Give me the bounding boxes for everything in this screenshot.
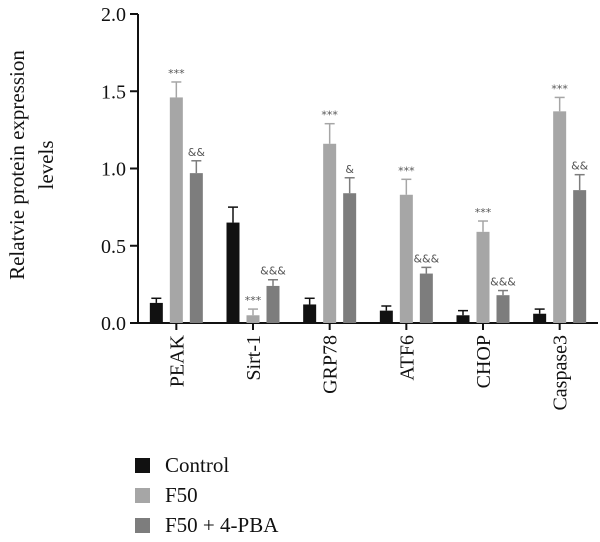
bar-1-1 bbox=[246, 315, 260, 323]
x-tick-label-5: Caspase3 bbox=[550, 335, 572, 411]
legend-label-0: Control bbox=[165, 452, 230, 477]
labels: 0.00.51.01.52.0PEAK***&&Sirt-1***&&&GRP7… bbox=[101, 4, 589, 411]
legend-label-1: F50 bbox=[165, 482, 198, 507]
bar-2-1 bbox=[266, 285, 280, 323]
sig-label-1-5: *** bbox=[551, 82, 568, 95]
x-tick-label-1: Sirt-1 bbox=[243, 335, 265, 381]
legend-label-2: F50 + 4-PBA bbox=[165, 512, 279, 537]
x-tick-label-2: GRP78 bbox=[320, 335, 342, 394]
bar-2-0 bbox=[189, 173, 203, 323]
y-axis-title: Relatvie protein expression levels bbox=[5, 50, 58, 280]
x-tick-label-4: CHOP bbox=[473, 335, 495, 388]
sig-label-1-0: *** bbox=[168, 67, 185, 80]
legend-swatch-2 bbox=[135, 517, 150, 533]
y-axis-title-line-1: Relatvie protein expression bbox=[5, 50, 29, 280]
y-tick-label-4: 2.0 bbox=[101, 4, 126, 26]
legend-item-2: F50 + 4-PBA bbox=[135, 510, 278, 540]
bar-2-5 bbox=[573, 190, 587, 323]
bar-0-1 bbox=[226, 222, 240, 323]
bars bbox=[149, 81, 587, 324]
sig-label-2-0: && bbox=[188, 146, 206, 159]
sig-label-1-3: *** bbox=[398, 164, 415, 177]
sig-label-1-2: *** bbox=[321, 109, 338, 122]
sig-label-2-1: &&& bbox=[260, 265, 286, 278]
bar-1-4 bbox=[476, 231, 490, 323]
bar-0-0 bbox=[149, 302, 163, 323]
bar-2-4 bbox=[496, 295, 510, 323]
y-tick-label-1: 0.5 bbox=[101, 236, 126, 258]
bar-0-4 bbox=[456, 315, 470, 323]
legend-swatch-1 bbox=[135, 487, 150, 503]
bar-2-3 bbox=[419, 273, 433, 323]
sig-label-2-3: &&& bbox=[413, 252, 439, 265]
bar-1-0 bbox=[169, 97, 183, 324]
bar-1-3 bbox=[399, 194, 413, 323]
bar-0-5 bbox=[533, 313, 547, 323]
x-tick-label-3: ATF6 bbox=[396, 335, 418, 381]
sig-label-1-4: *** bbox=[475, 206, 492, 219]
sig-label-2-5: && bbox=[571, 160, 589, 173]
bar-2-2 bbox=[343, 193, 357, 323]
y-tick-label-0: 0.0 bbox=[101, 313, 126, 335]
y-tick-label-3: 1.5 bbox=[101, 81, 126, 103]
bar-0-2 bbox=[303, 304, 317, 323]
sig-label-2-4: &&& bbox=[490, 276, 516, 289]
legend-item-1: F50 bbox=[135, 480, 278, 510]
legend: Control F50 F50 + 4-PBA bbox=[135, 450, 278, 540]
bar-1-2 bbox=[323, 143, 337, 323]
legend-item-0: Control bbox=[135, 450, 278, 480]
y-tick-label-2: 1.0 bbox=[101, 159, 126, 181]
bar-0-3 bbox=[379, 310, 393, 323]
legend-swatch-0 bbox=[135, 457, 150, 473]
bar-1-5 bbox=[553, 111, 567, 324]
x-tick-label-0: PEAK bbox=[166, 334, 188, 387]
sig-label-2-2: & bbox=[345, 163, 354, 176]
axes bbox=[130, 13, 598, 330]
y-axis-title-line-2: levels bbox=[34, 141, 58, 190]
sig-label-1-1: *** bbox=[245, 294, 262, 307]
